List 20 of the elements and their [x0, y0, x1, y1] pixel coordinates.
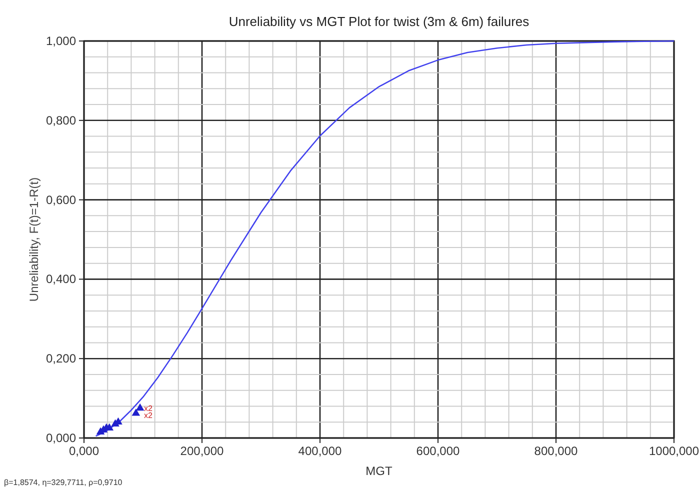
y-axis-title: Unreliability, F(t)=1-R(t)	[27, 177, 41, 302]
annotation: x2	[144, 404, 154, 414]
x-tick-label: 600,000	[416, 444, 460, 458]
y-tick-label: 0,400	[46, 272, 76, 286]
y-tick-label: 0,800	[46, 113, 76, 128]
chart-title: Unreliability vs MGT Plot for twist (3m & 6m) failures	[228, 14, 530, 29]
y-tick-label: 0,600	[46, 192, 76, 207]
x-tick-label: 1000,000	[648, 444, 700, 458]
point	[132, 408, 140, 416]
x-tick-label: 0,000	[68, 444, 100, 458]
point	[136, 403, 144, 411]
y-tick-label: 1,000	[46, 34, 76, 48]
annotation: x2	[144, 410, 154, 420]
x-tick-label: 400,000	[298, 444, 342, 458]
x-tick-label: 800,000	[534, 444, 578, 458]
x-tick-label: 200,000	[180, 444, 224, 458]
y-tick-label: 0,000	[46, 431, 76, 445]
text: β=1,8574, η=329,7711, ρ=0,9710	[4, 478, 123, 487]
y-tick-label: 0,200	[46, 352, 76, 366]
x-axis-title: MGT	[366, 464, 393, 478]
